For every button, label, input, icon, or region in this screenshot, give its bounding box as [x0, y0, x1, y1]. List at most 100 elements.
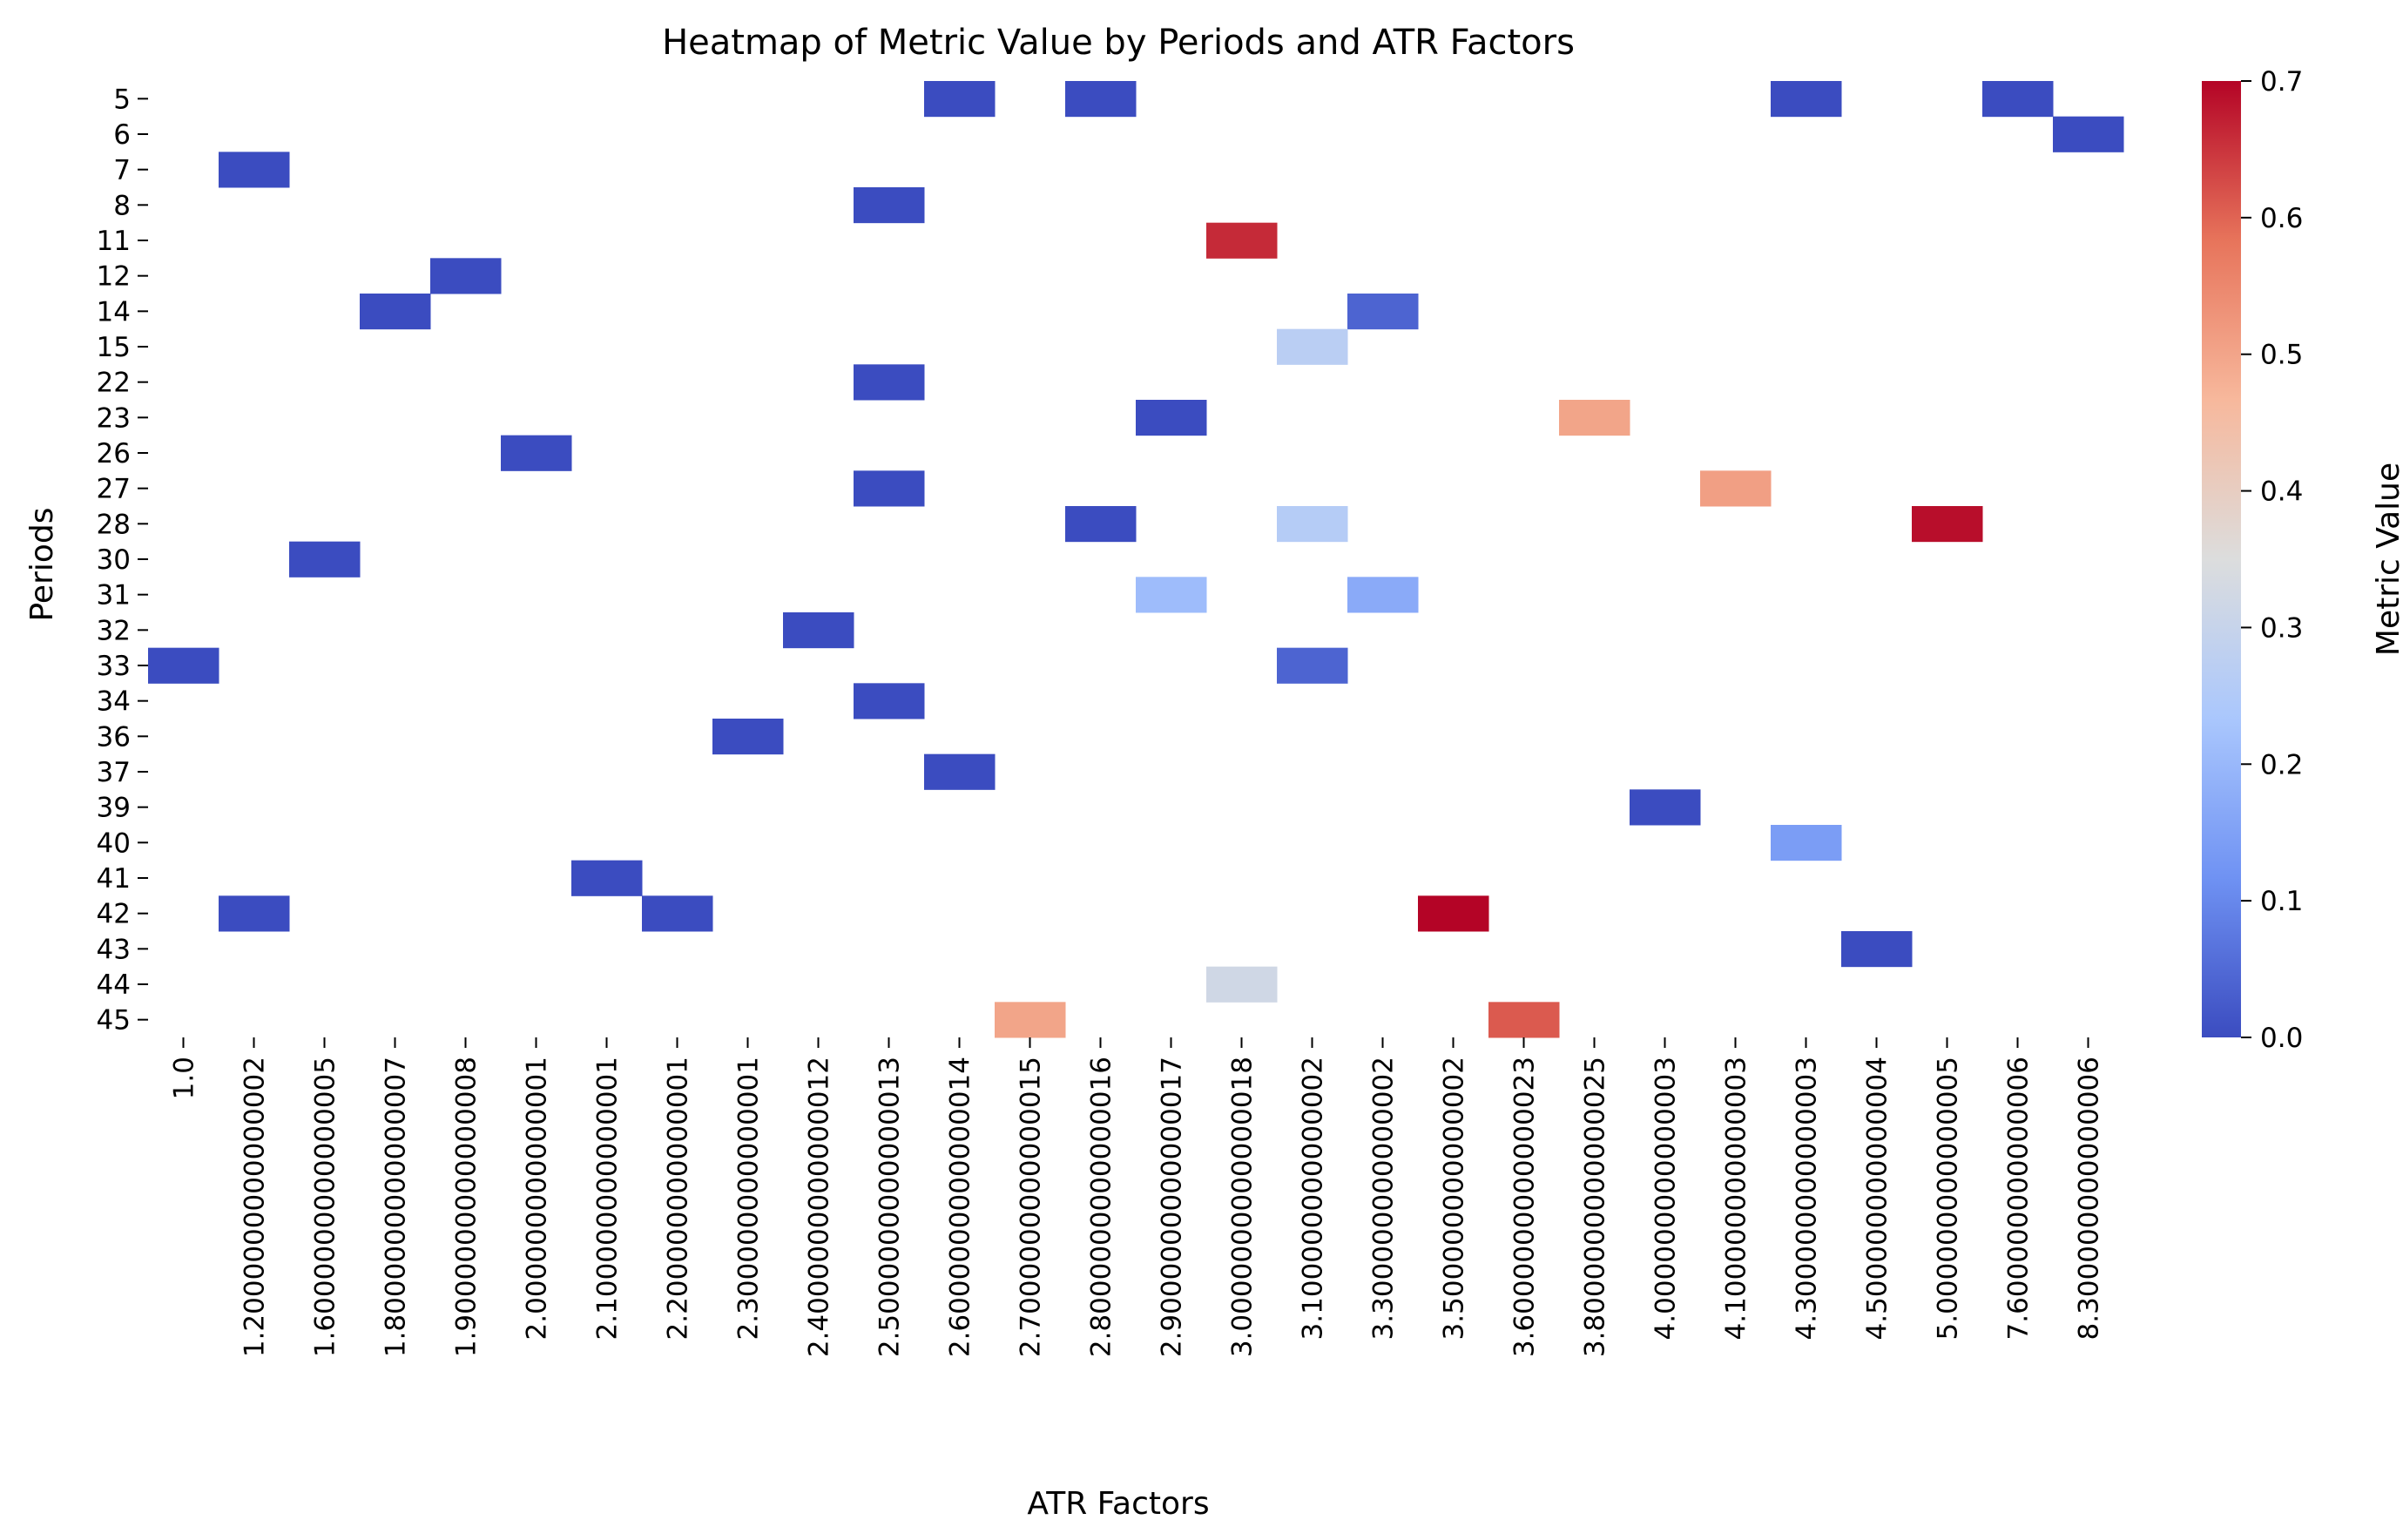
y-tick-label: 37	[97, 757, 131, 788]
y-tick-label: 31	[97, 580, 131, 611]
x-tick-label: 3.8000000000000025	[1580, 1057, 1611, 1357]
y-tick-label: 39	[97, 793, 131, 824]
x-tick-label: 1.0	[169, 1057, 200, 1099]
x-tick-label: 7.600000000000006	[2003, 1057, 2035, 1340]
heatmap-cell	[219, 152, 290, 188]
colorbar-tick-label: 0.2	[2260, 749, 2303, 780]
y-tick-label: 43	[97, 934, 131, 965]
y-tick-label: 45	[97, 1005, 131, 1037]
heatmap-cell	[2053, 116, 2124, 152]
heatmap-cell	[854, 364, 925, 401]
y-tick-label: 33	[97, 651, 131, 682]
heatmap-cell	[289, 541, 361, 578]
colorbar-tick-label: 0.7	[2260, 66, 2303, 98]
heatmap-cell	[1912, 506, 1983, 543]
x-tick-label: 1.2000000000000002	[240, 1057, 271, 1357]
colorbar-tick-label: 0.4	[2260, 476, 2303, 508]
y-tick-label: 44	[97, 969, 131, 1001]
heatmap-cell	[924, 753, 996, 790]
heatmap-cell	[1347, 577, 1419, 613]
colorbar-gradient	[2202, 81, 2241, 1037]
x-tick-label: 2.9000000000000017	[1157, 1057, 1188, 1357]
y-tick-label: 32	[97, 615, 131, 646]
y-tick-label: 6	[113, 119, 131, 151]
x-tick-label: 2.200000000000001	[663, 1057, 694, 1340]
x-tick-label: 8.300000000000006	[2074, 1057, 2105, 1340]
x-tick-label: 5.000000000000005	[1933, 1057, 1964, 1340]
heatmap-cell	[1277, 328, 1348, 365]
x-tick-label: 4.000000000000003	[1650, 1057, 1682, 1340]
heatmap-cell	[712, 719, 784, 755]
y-tick-label: 14	[97, 296, 131, 328]
x-tick-label: 3.300000000000002	[1368, 1057, 1400, 1340]
heatmap-cell	[1277, 647, 1348, 684]
y-tick-label: 34	[97, 686, 131, 718]
y-tick-label: 30	[97, 544, 131, 576]
y-tick-label: 11	[97, 226, 131, 257]
x-tick-label: 4.500000000000004	[1862, 1057, 1893, 1340]
x-tick-label: 3.0000000000000018	[1227, 1057, 1259, 1357]
heatmap-cell	[1771, 81, 1842, 118]
heatmap-cell	[1277, 506, 1348, 543]
x-tick-label: 2.5000000000000013	[874, 1057, 906, 1357]
colorbar: 0.0 0.1 0.2 0.3 0.4 0.5 0.6 0.7 Metric Value	[2202, 66, 2403, 1054]
y-tick-label: 36	[97, 721, 131, 753]
y-tick-label: 26	[97, 438, 131, 469]
heatmap-cell	[1630, 789, 1701, 826]
y-tick-label: 27	[97, 474, 131, 505]
colorbar-tick-label: 0.1	[2260, 886, 2303, 917]
y-tick-label: 28	[97, 509, 131, 540]
x-tick-label: 1.9000000000000008	[451, 1057, 483, 1357]
x-tick-label: 3.500000000000002	[1439, 1057, 1470, 1340]
heatmap-cell	[148, 647, 219, 684]
y-tick-label: 40	[97, 827, 131, 859]
heatmap-cell	[1136, 400, 1207, 436]
colorbar-tick-label: 0.3	[2260, 612, 2303, 644]
heatmap-cell	[571, 860, 643, 896]
colorbar-tick-label: 0.0	[2260, 1023, 2303, 1054]
x-tick-label: 2.4000000000000012	[804, 1057, 835, 1357]
x-tick-label: 2.100000000000001	[592, 1057, 624, 1340]
heatmap-cell	[1982, 81, 2054, 118]
y-tick-label: 42	[97, 899, 131, 930]
heatmap-cell	[1418, 895, 1489, 932]
colorbar-label: Metric Value	[2371, 463, 2403, 656]
heatmap-cell	[219, 895, 290, 932]
heatmap-cell	[1700, 470, 1772, 507]
x-tick-label: 3.100000000000002	[1298, 1057, 1329, 1340]
y-tick-label: 8	[113, 190, 131, 221]
y-tick-label: 7	[113, 155, 131, 186]
heatmap-cell	[430, 258, 502, 294]
colorbar-tick-label: 0.5	[2260, 340, 2303, 371]
x-tick-label: 2.7000000000000015	[1016, 1057, 1047, 1357]
x-tick-label: 3.6000000000000023	[1509, 1057, 1541, 1357]
x-tick-label: 4.100000000000003	[1721, 1057, 1752, 1340]
y-tick-label: 12	[97, 261, 131, 293]
heatmap-cell	[360, 294, 431, 330]
x-tick-label: 1.8000000000000007	[381, 1057, 412, 1357]
heatmap-cell	[1841, 931, 1913, 968]
x-tick-label: 1.6000000000000005	[310, 1057, 341, 1357]
x-axis-ticks: 1.0 1.2000000000000002 1.6000000000000005 1…	[169, 1037, 2105, 1357]
x-tick-label: 2.000000000000001	[522, 1057, 553, 1340]
heatmap-cell	[501, 435, 572, 471]
x-tick-label: 2.8000000000000016	[1086, 1057, 1117, 1357]
y-tick-label: 22	[97, 368, 131, 399]
y-axis-label: Periods	[24, 507, 60, 621]
colorbar-ticks: 0.0 0.1 0.2 0.3 0.4 0.5 0.6 0.7	[2241, 66, 2303, 1054]
heatmap-cell	[783, 612, 854, 649]
heatmap-cell	[1206, 222, 1278, 259]
x-tick-label: 4.300000000000003	[1792, 1057, 1823, 1340]
heatmap-cell	[1347, 294, 1419, 330]
y-tick-label: 41	[97, 863, 131, 895]
y-tick-label: 15	[97, 332, 131, 363]
heatmap-cell	[995, 1002, 1066, 1038]
x-tick-label: 2.6000000000000014	[945, 1057, 976, 1357]
heatmap-cell	[1065, 81, 1137, 118]
heatmap-cell	[1065, 506, 1137, 543]
x-tick-label: 2.300000000000001	[733, 1057, 765, 1340]
x-axis-label: ATR Factors	[1027, 1486, 1209, 1522]
colorbar-tick-label: 0.6	[2260, 203, 2303, 234]
y-tick-label: 23	[97, 402, 131, 434]
